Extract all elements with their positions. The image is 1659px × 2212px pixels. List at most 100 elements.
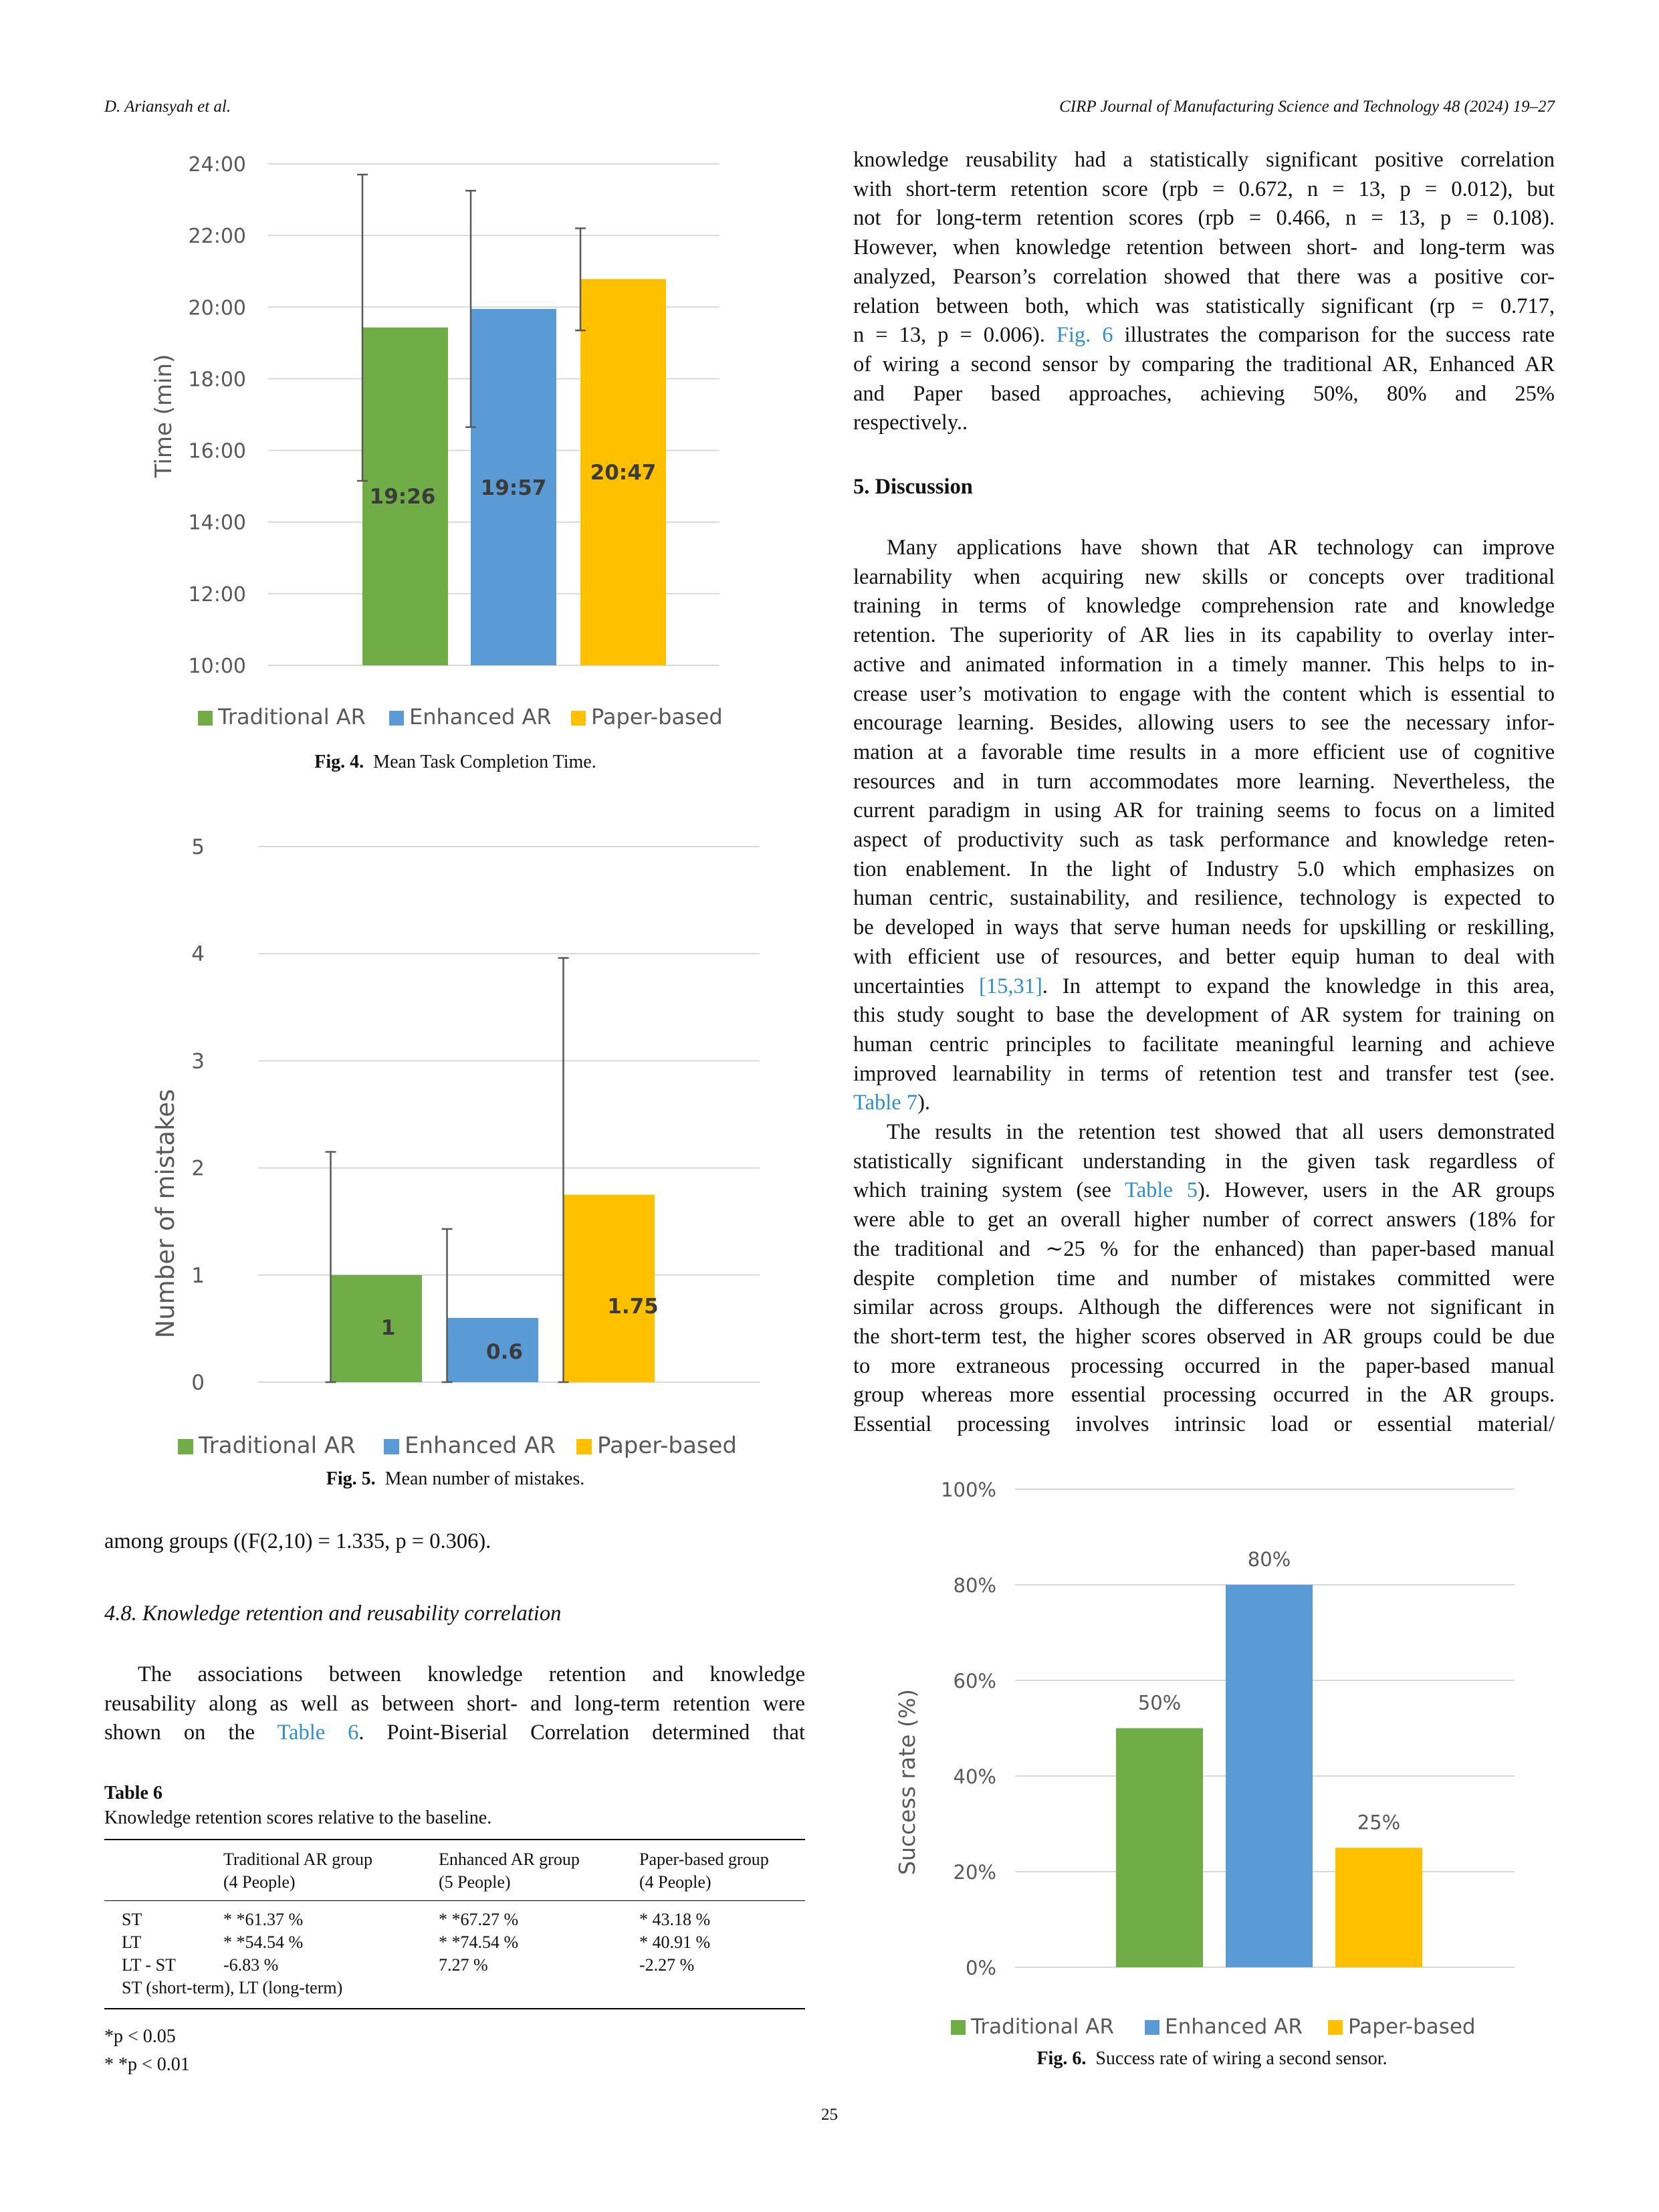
para-line: retention. The superiority of AR lies in…	[853, 623, 1555, 648]
para-line: statistically significant understanding …	[853, 1149, 1555, 1174]
para-line: shown on the Table 6. Point-Biserial Cor…	[104, 1719, 805, 1748]
y-tick-label: 10:00	[189, 655, 246, 678]
para-line: active and animated information in a tim…	[853, 652, 1555, 677]
para-line: Essential processing involves intrinsic …	[853, 1412, 1555, 1437]
y-tick-label: 40%	[954, 1765, 996, 1788]
para-line: The associations between knowledge reten…	[138, 1662, 805, 1686]
para-line: aspect of productivity such as task perf…	[853, 828, 1555, 853]
para-line: with efficient use of resources, and bet…	[853, 944, 1555, 969]
fig6-bars	[1116, 1585, 1422, 1967]
table-5-link[interactable]: Table 5	[1125, 1178, 1198, 1203]
para-line: human centric, sustainability, and resil…	[853, 886, 1555, 911]
figure-4-caption: Fig. 4. Mean Task Completion Time.	[104, 752, 806, 773]
figure-6-chart: 0% 20% 40% 60% 80% 100% 50% 80% 25% Success rat…	[894, 1478, 1515, 2039]
para-line: improved learnability in terms of retent…	[853, 1061, 1555, 1086]
para-line: training in terms of knowledge comprehen…	[853, 594, 1555, 619]
text-run: . Point-Biserial Correlation determined …	[358, 1721, 805, 1745]
data-label: 19:26	[370, 485, 436, 509]
legend-swatch	[1328, 2020, 1343, 2035]
text-run: shown on the	[104, 1721, 278, 1745]
data-label: 1.75	[607, 1295, 659, 1319]
subsection-4-8-paragraph: The associations between knowledge reten…	[104, 1660, 805, 1748]
header-line: Enhanced AR group	[439, 1850, 580, 1869]
table-header-paper: Paper-based group (4 People)	[639, 1848, 769, 1894]
table-cell: * 43.18 %	[639, 1910, 711, 1929]
para-line: with short-term retention score (rpb = 0…	[853, 177, 1555, 201]
figure-4-chart: 10:00 12:00 14:00 16:00 18:00 20:00 22:00 24:00…	[150, 153, 723, 730]
para-line: learnability when acquiring new skills o…	[853, 564, 1555, 589]
fig5-label: Fig. 5.	[326, 1468, 376, 1489]
header-line: (4 People)	[223, 1872, 296, 1892]
para-line: The results in the retention test showed…	[887, 1120, 1555, 1145]
legend-label: Enhanced AR	[1165, 2015, 1303, 2039]
y-tick-label: 20%	[954, 1861, 996, 1884]
legend-swatch	[951, 2020, 966, 2035]
legend-swatch	[576, 1439, 592, 1454]
fig6-data-labels: 50% 80% 25%	[1138, 1548, 1400, 1834]
table-cell: -6.83 %	[223, 1955, 279, 1975]
table-6-link[interactable]: Table 6	[277, 1721, 359, 1745]
text-run: ). However, users in the AR groups	[1198, 1178, 1555, 1203]
table-row-label: LT - ST	[122, 1955, 176, 1975]
bar-enhanced-ar	[471, 308, 556, 665]
fig4-bars	[362, 279, 666, 665]
data-label: 25%	[1357, 1811, 1400, 1834]
fig5-caption-text: Mean number of mistakes.	[384, 1468, 585, 1489]
table-row-label: LT	[122, 1932, 142, 1952]
y-tick-label: 5	[191, 835, 205, 859]
para-line: analyzed, Pearson’s correlation showed t…	[853, 264, 1555, 289]
para-line: be developed in ways that serve human ne…	[853, 915, 1555, 940]
table-cell: * *61.37 %	[223, 1910, 304, 1929]
right-column-paragraph-1: knowledge reusability had a statisticall…	[853, 146, 1555, 438]
legend-label: Traditional AR	[217, 704, 366, 730]
table-top-rule	[104, 1839, 805, 1840]
para-line: group whereas more essential processing …	[853, 1383, 1555, 1408]
text-run: n = 13, p = 0.006).	[853, 323, 1057, 348]
table-note: *p < 0.05	[104, 2026, 176, 2047]
table-cell: * *54.54 %	[223, 1932, 304, 1952]
text-run: uncertainties	[853, 974, 979, 998]
para-line: of wiring a second sensor by comparing t…	[853, 352, 1555, 376]
fig6-label: Fig. 6.	[1036, 2048, 1087, 2069]
y-tick-label: 24:00	[189, 153, 246, 177]
table-header-rule	[104, 1900, 805, 1901]
left-column-text: among groups ((F(2,10) = 1.335, p = 0.30…	[104, 1527, 805, 1557]
text-run: ).	[917, 1091, 931, 1115]
fig6-y-tick-labels: 0% 20% 40% 60% 80% 100%	[941, 1478, 996, 1979]
legend-label: Paper-based	[1348, 2015, 1476, 2039]
page-number: 25	[821, 2106, 838, 2124]
table-6-notes: *p < 0.05 * *p < 0.01	[104, 2023, 190, 2079]
fig5-legend: Traditional AR Enhanced AR Paper-based	[178, 1432, 737, 1459]
fig4-y-tick-labels: 10:00 12:00 14:00 16:00 18:00 20:00 22:00 24:00	[189, 153, 246, 678]
para-line: the short-term test, the higher scores o…	[853, 1324, 1555, 1349]
header-line: (5 People)	[439, 1872, 511, 1892]
table-cell: -2.27 %	[639, 1955, 695, 1975]
y-tick-label: 80%	[954, 1574, 996, 1597]
bar-paper-based	[580, 279, 666, 665]
legend-label: Traditional AR	[970, 2015, 1114, 2039]
y-tick-label: 0	[191, 1371, 205, 1395]
y-tick-label: 12:00	[189, 583, 246, 606]
running-header-authors: D. Ariansyah et al.	[104, 98, 231, 116]
reference-link[interactable]: [15,31]	[979, 974, 1042, 998]
data-label: 50%	[1138, 1692, 1181, 1715]
table-6-caption: Knowledge retention scores relative to t…	[104, 1807, 492, 1828]
fig-6-link[interactable]: Fig. 6	[1056, 323, 1113, 348]
y-tick-label: 18:00	[189, 368, 246, 391]
para-line: Table 7).	[853, 1089, 1555, 1118]
para-line: current paradigm in using AR for trainin…	[853, 798, 1555, 823]
table-bottom-rule	[104, 2008, 805, 2009]
data-label: 1	[381, 1316, 396, 1340]
table-7-link[interactable]: Table 7	[853, 1091, 918, 1115]
legend-swatch	[178, 1439, 193, 1454]
data-label: 80%	[1248, 1548, 1291, 1571]
para-line: crease user’s motivation to engage with …	[853, 681, 1555, 706]
anova-result-line: among groups ((F(2,10) = 1.335, p = 0.30…	[104, 1529, 491, 1553]
header-line: (4 People)	[639, 1872, 711, 1892]
para-line: not for long-term retention scores (rpb …	[853, 206, 1555, 231]
figure-6-caption: Fig. 6. Success rate of wiring a second …	[869, 2048, 1555, 2070]
para-line: respectively..	[853, 411, 968, 435]
legend-swatch	[571, 711, 586, 726]
legend-label: Paper-based	[597, 1432, 737, 1459]
text-run: . In attempt to expand the knowledge in …	[1042, 974, 1555, 998]
